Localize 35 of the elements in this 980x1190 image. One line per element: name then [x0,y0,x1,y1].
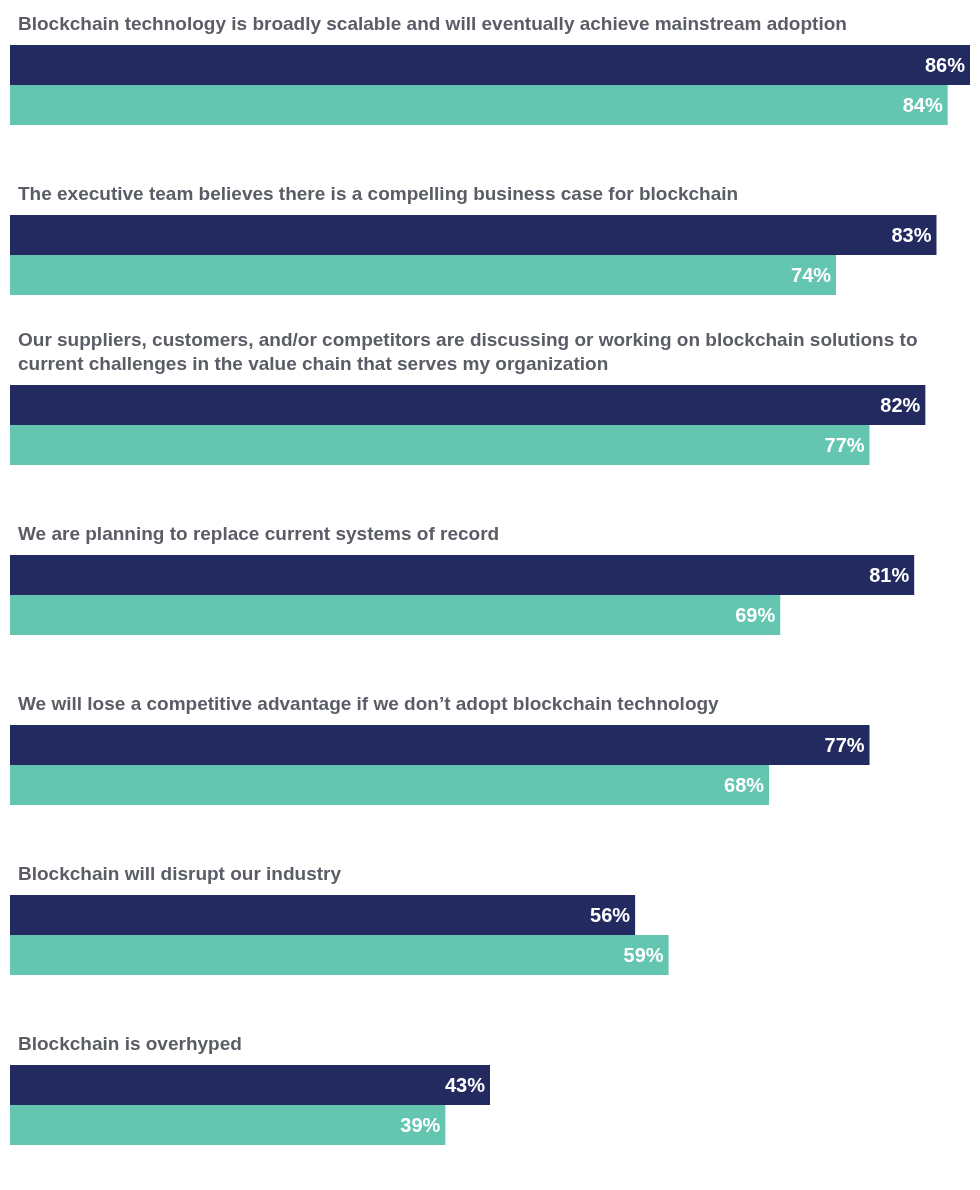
y-tick-label: We will lose a competitive advantage if we don’t adopt blockchain technology [18,692,720,714]
bar [10,935,669,975]
data-label: 68% [724,774,765,796]
data-label: 84% [902,94,943,116]
data-label: 81% [869,564,910,586]
y-tick-label: The executive team believes there is a compelling business case for blockchain [18,182,739,204]
bar [10,425,870,465]
y-tick-label: Our suppliers, customers, and/or competitors are discussing or working on blockchain solutions to current challenges in the value chain that serves my organization [18,328,923,374]
data-label: 77% [824,434,865,456]
data-label: 83% [891,224,932,246]
data-label: 69% [735,604,776,626]
bar [10,255,837,295]
bar [10,725,870,765]
data-label: 39% [400,1114,441,1136]
bar [10,215,937,255]
bar [10,555,915,595]
bar [10,45,970,85]
data-label: 86% [924,54,966,76]
bar [10,1065,490,1105]
bar [10,385,926,425]
data-label: 59% [623,944,664,966]
y-tick-label: Blockchain technology is broadly scalable and will eventually achieve mainstream adoption [18,12,847,34]
data-label: 82% [880,394,921,416]
bar [10,595,781,635]
bar [10,895,636,935]
bar [10,765,770,805]
data-label: 74% [791,264,832,286]
data-label: 56% [590,904,631,926]
data-label: 77% [824,734,865,756]
data-label: 43% [444,1074,486,1096]
y-tick-label: Blockchain will disrupt our industry [18,862,342,884]
y-tick-label: We are planning to replace current systems of record [18,522,500,544]
bar [10,85,948,125]
bar [10,1105,446,1145]
y-tick-label: Blockchain is overhyped [18,1032,242,1054]
